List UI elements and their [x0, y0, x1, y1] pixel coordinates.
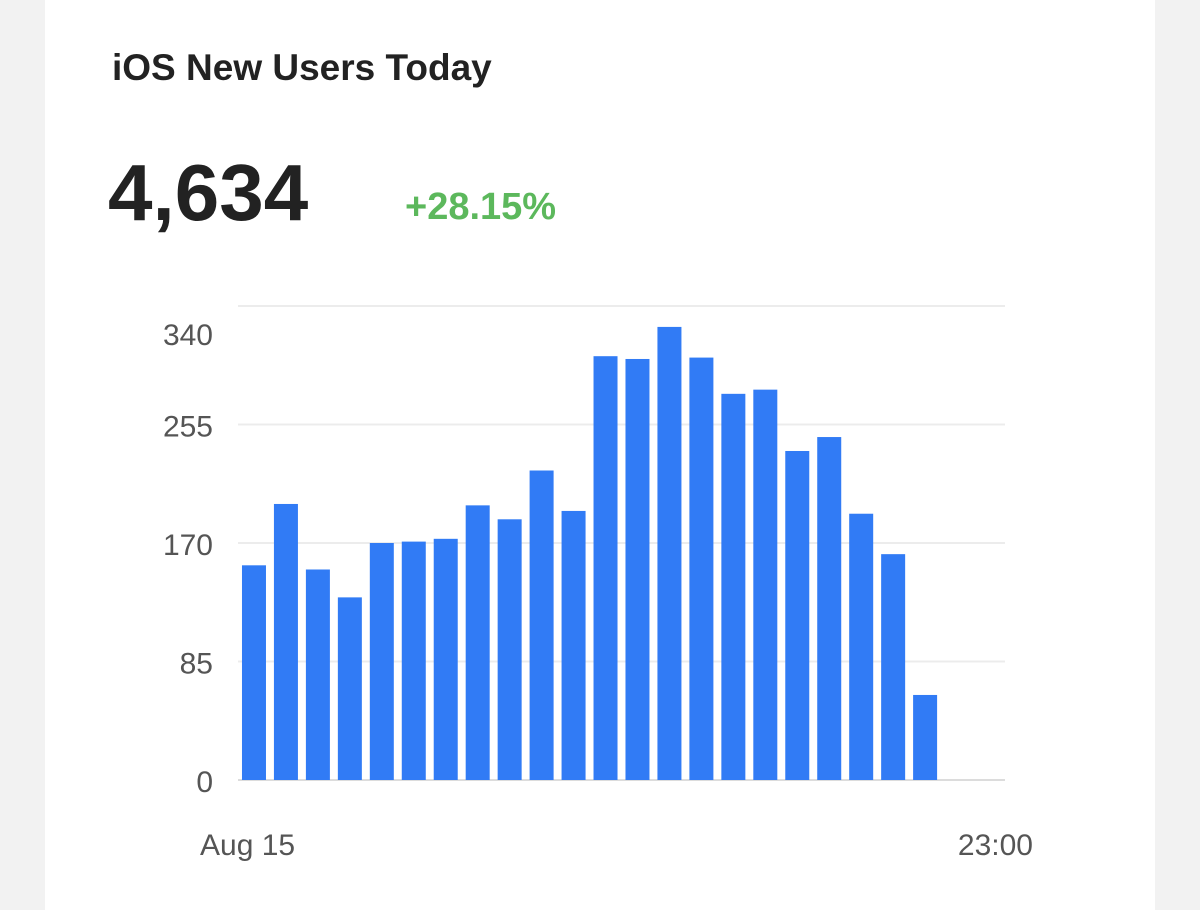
bar	[913, 694, 938, 780]
bar	[753, 389, 778, 780]
bar	[657, 326, 682, 780]
bar	[625, 358, 650, 780]
x-tick-label: 23:00	[958, 829, 1033, 862]
bar	[689, 357, 714, 780]
bar	[273, 503, 298, 780]
bar	[241, 565, 266, 780]
bar	[369, 543, 394, 780]
bar	[497, 519, 522, 780]
y-tick-label: 255	[163, 411, 213, 444]
x-tick-label: Aug 15	[200, 829, 295, 862]
total: 4,634	[108, 148, 309, 237]
y-tick-label: 85	[180, 648, 213, 681]
bar	[465, 505, 490, 780]
bar	[849, 513, 874, 780]
bar	[785, 450, 810, 780]
bar	[401, 541, 426, 780]
bar	[881, 554, 906, 780]
title: iOS New Users Today	[112, 47, 492, 88]
bar	[561, 510, 586, 780]
y-tick-label: 0	[196, 766, 213, 799]
bar	[529, 470, 554, 780]
bar	[817, 437, 842, 780]
bar	[721, 393, 746, 780]
y-tick-label: 170	[163, 529, 213, 562]
bar	[593, 356, 618, 780]
bar	[433, 538, 458, 780]
change: +28.15%	[405, 186, 556, 228]
y-tick-label: 340	[163, 319, 213, 352]
bar	[337, 597, 362, 780]
bar	[305, 569, 330, 780]
